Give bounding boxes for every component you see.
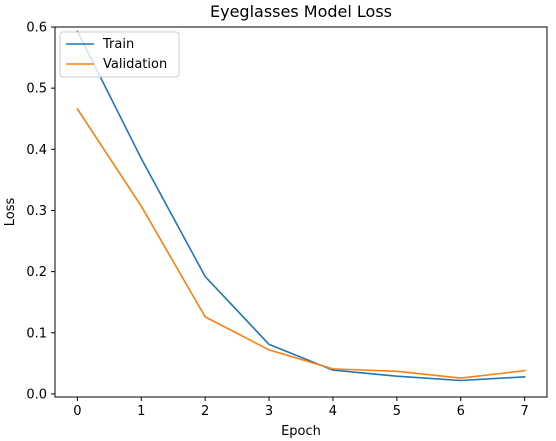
plot-frame	[54, 26, 548, 398]
x-axis-label: Epoch	[281, 424, 321, 439]
plot-area: 0 1 2 3 4 5 6 7 0.0 0.1 0.2 0.3 0.4 0.5 0.6	[26, 21, 548, 419]
x-tick-label: 2	[201, 404, 209, 419]
x-tick-label: 4	[329, 404, 337, 419]
legend-label-validation: Validation	[103, 57, 167, 72]
y-tick-label: 0.2	[26, 265, 47, 280]
y-axis: 0.0 0.1 0.2 0.3 0.4 0.5 0.6	[26, 21, 55, 402]
y-tick-label: 0.6	[26, 21, 47, 36]
x-tick-label: 6	[457, 404, 465, 419]
y-tick-label: 0.3	[26, 204, 47, 219]
legend: Train Validation	[59, 31, 180, 78]
y-tick-label: 0.1	[26, 326, 47, 341]
y-axis-label: Loss	[3, 198, 18, 227]
chart-title: Eyeglasses Model Loss	[210, 2, 392, 21]
x-tick-label: 5	[393, 404, 401, 419]
x-tick-label: 3	[265, 404, 273, 419]
series-line-validation	[76, 107, 526, 379]
series-line-train	[76, 30, 526, 382]
x-axis: 0 1 2 3 4 5 6 7	[73, 397, 529, 419]
x-tick-label: 7	[520, 404, 528, 419]
y-tick-label: 0.5	[26, 82, 47, 97]
y-tick-label: 0.4	[26, 143, 47, 158]
y-tick-label: 0.0	[26, 387, 47, 402]
x-tick-label: 1	[137, 404, 145, 419]
series-layer	[76, 30, 526, 382]
legend-label-train: Train	[102, 37, 134, 52]
x-tick-label: 0	[73, 404, 81, 419]
